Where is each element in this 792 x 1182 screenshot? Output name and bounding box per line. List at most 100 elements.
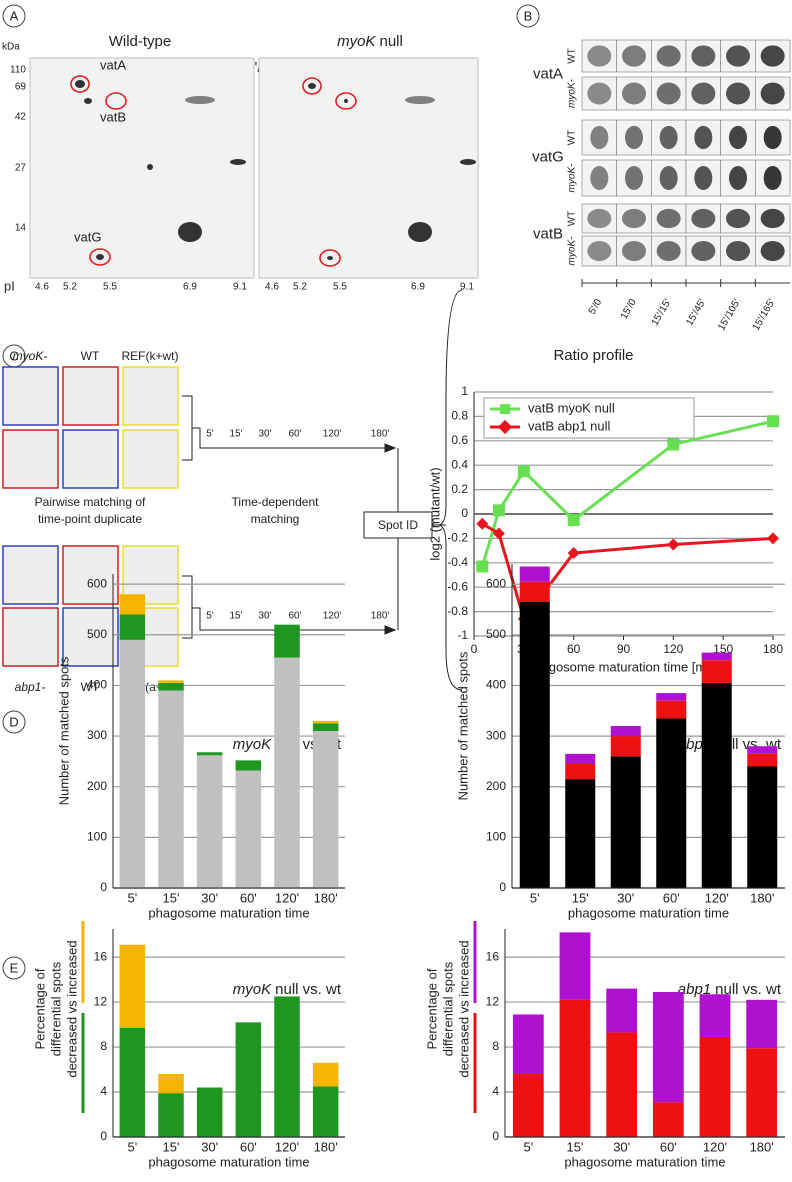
y-tick-label: 8 — [100, 1039, 107, 1053]
bar-segment — [158, 1093, 184, 1137]
axis-unit: kDa — [2, 42, 20, 53]
y-tick-label: 300 — [486, 728, 506, 742]
bar-segment — [312, 723, 339, 731]
spot-label: vatG — [74, 229, 101, 244]
pi-tick-label: 9.1 — [460, 282, 474, 293]
gel-blob — [656, 82, 681, 105]
title-italic: myoK — [233, 981, 272, 998]
gel-blob — [625, 166, 643, 190]
gel-blob — [726, 241, 750, 261]
bar-segment — [652, 1102, 684, 1137]
bar-segment — [119, 944, 146, 1028]
bar-segment — [312, 1086, 339, 1137]
y-tick-label: 500 — [486, 627, 506, 641]
x-tick-label: 30' — [617, 890, 634, 905]
bar-segment — [701, 682, 732, 888]
time-label: 15'/15' — [650, 297, 674, 328]
time-label: 15'/105' — [716, 297, 743, 332]
bar-segment — [746, 1048, 778, 1137]
gel-title: myoK null — [337, 33, 403, 50]
strain-label: myoK- — [567, 78, 578, 108]
bar-segment — [312, 720, 339, 724]
y-axis-label: differential spots — [440, 961, 455, 1056]
bar-segment — [119, 594, 146, 615]
spot-circle — [89, 248, 111, 266]
pi-tick-label: 5.5 — [103, 282, 117, 293]
y-tick-label: 4 — [100, 1084, 107, 1098]
point — [517, 465, 530, 478]
protein-label: vatB — [533, 225, 563, 242]
y-tick-label: 0 — [100, 880, 107, 894]
bar-segment — [158, 680, 184, 683]
gel-blob — [622, 241, 646, 261]
bar-segment — [512, 1014, 544, 1075]
legend-box — [483, 397, 695, 439]
bar-segment — [610, 756, 641, 888]
x-tick-label: 180' — [750, 1139, 774, 1154]
gel-blob — [729, 166, 747, 190]
time-label: 15'/165' — [751, 297, 778, 332]
y-tick-label: 0.2 — [451, 482, 468, 496]
protein-label: vatA — [533, 65, 563, 82]
bar-segment — [119, 1027, 146, 1137]
x-tick-label: 180 — [763, 642, 783, 656]
box-label: Spot ID — [378, 518, 418, 532]
time-label: 60' — [288, 611, 301, 622]
strain-label: WT — [567, 211, 578, 227]
x-tick-label: 60 — [567, 642, 581, 656]
bar-segment — [565, 763, 596, 780]
gel-blob — [691, 208, 716, 229]
mw-tick-label: 42 — [15, 112, 27, 123]
y-axis-label: differential spots — [48, 961, 63, 1056]
bar-segment — [656, 718, 687, 888]
y-tick-label: 600 — [486, 576, 506, 590]
panel-label: A — [10, 8, 19, 23]
chart-title: Ratio profile — [553, 347, 633, 364]
x-tick-label: 15' — [163, 1139, 180, 1154]
point — [492, 504, 505, 517]
y-tick-label: 300 — [87, 728, 107, 742]
bar-segment — [699, 1036, 731, 1137]
time-label: 15'/45' — [684, 297, 708, 328]
time-label: 120' — [323, 429, 342, 440]
title-italic: myoK — [337, 33, 376, 50]
y-tick-label: -0.6 — [447, 579, 468, 593]
spot-circle — [335, 92, 357, 110]
gel-blob — [656, 241, 681, 261]
chart-title: abp1 null vs. wt — [678, 981, 782, 998]
strain-label: WT — [567, 130, 578, 146]
point — [476, 517, 489, 530]
gel-blob — [590, 166, 609, 190]
gel-title: Wild-type — [109, 33, 172, 50]
gel-blob — [587, 82, 612, 105]
bar-segment — [119, 614, 146, 640]
y-tick-label: 12 — [94, 994, 108, 1008]
pi-tick-label: 4.6 — [265, 282, 279, 293]
x-tick-label: 5' — [127, 890, 137, 905]
legend-label: vatB myoK null — [528, 400, 615, 415]
x-tick-label: 120' — [705, 890, 729, 905]
x-tick-label: 30' — [201, 1139, 218, 1154]
pi-tick-label: 5.5 — [333, 282, 347, 293]
gel-blob — [760, 45, 785, 67]
mw-tick-label: 69 — [15, 82, 27, 93]
time-label: 180' — [371, 611, 390, 622]
y-tick-label: 100 — [486, 830, 506, 844]
pi-tick-label: 6.9 — [411, 282, 425, 293]
legend-marker — [497, 419, 513, 435]
gel-blob — [691, 241, 716, 261]
x-tick-label: 30' — [613, 1139, 630, 1154]
bar-segment — [565, 753, 596, 764]
strain-label: myoK- — [567, 163, 578, 193]
y-tick-label: 0 — [492, 1129, 499, 1143]
bar-segment — [747, 766, 778, 888]
y-tick-label: 0.6 — [451, 433, 468, 447]
x-tick-label: 60' — [240, 1139, 257, 1154]
y-axis-label: decreased vs increased — [64, 940, 79, 1077]
x-axis-label: phagosome maturation time — [148, 1154, 309, 1169]
bar-segment — [747, 753, 778, 767]
point — [492, 527, 505, 540]
panel-c: C myoK- WT REF(k+wt) abp1- WT REF(a+wt) … — [2, 289, 463, 694]
point — [767, 532, 779, 545]
y-axis-label: Percentage of — [32, 968, 47, 1049]
